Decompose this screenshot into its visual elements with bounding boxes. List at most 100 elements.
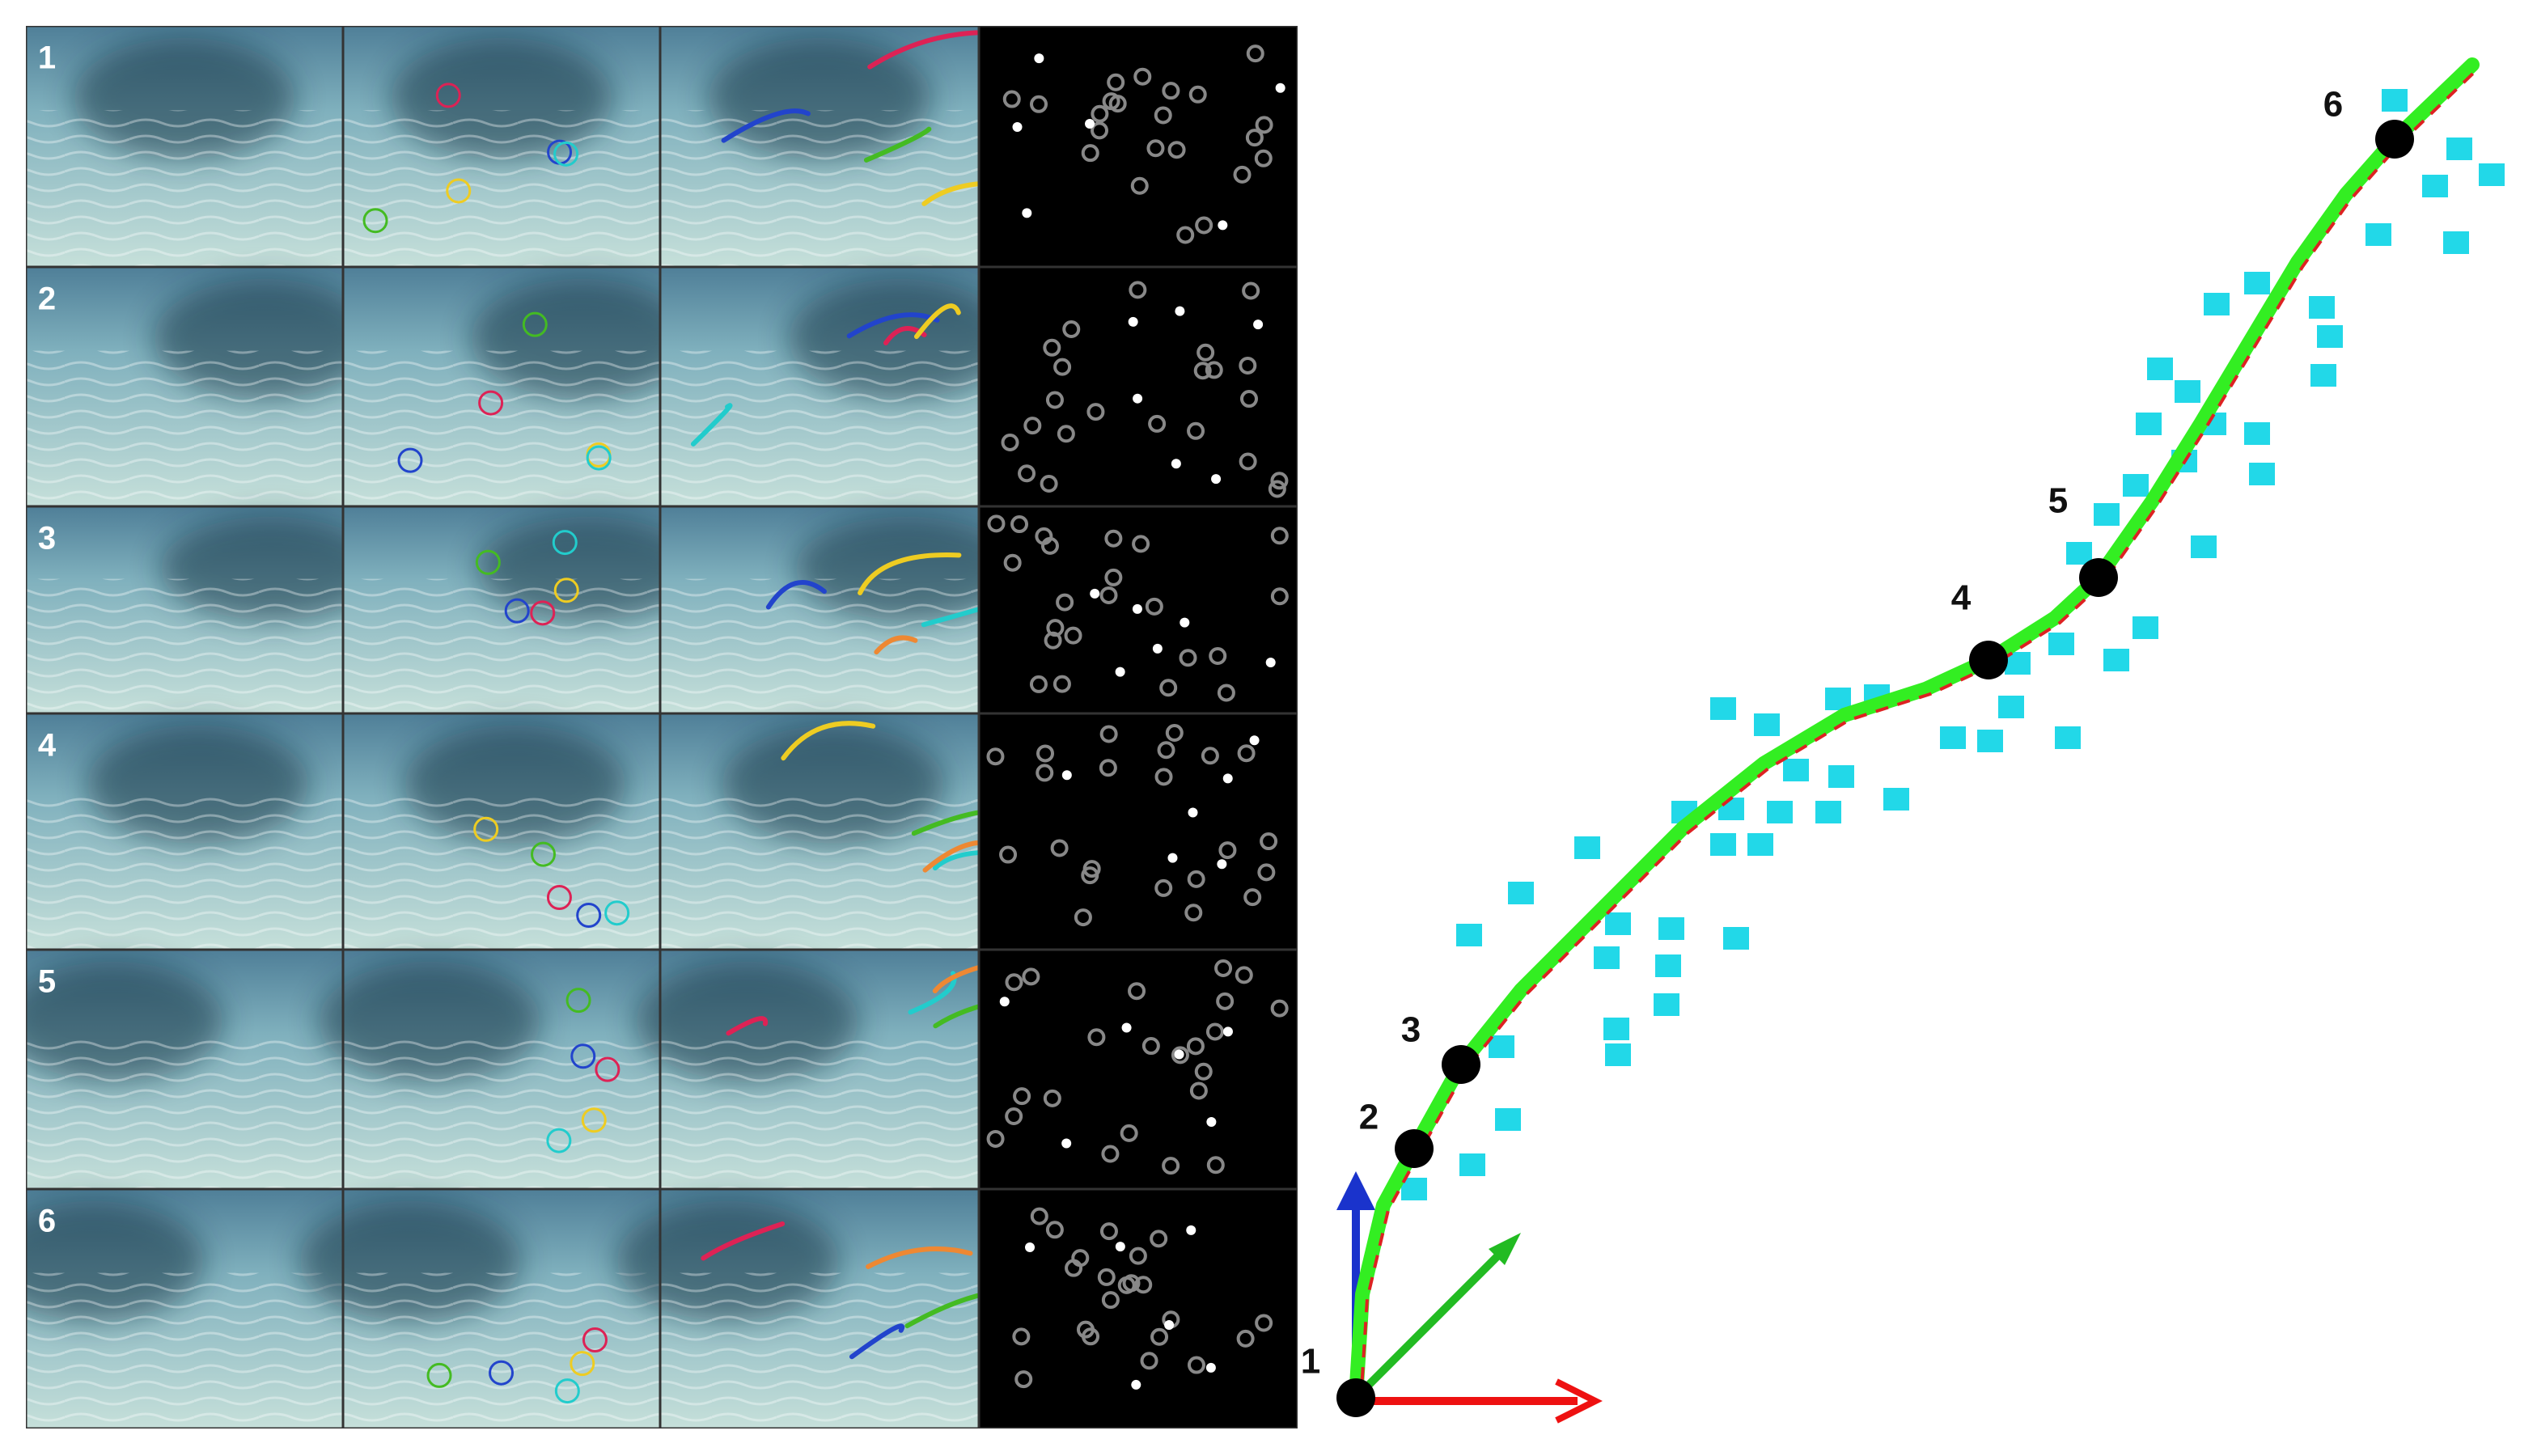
cell-border (977, 1187, 1298, 1428)
feature-point (1121, 1022, 1132, 1033)
feature-point (1180, 617, 1190, 628)
landmark (1747, 833, 1773, 856)
feature-point (1061, 1138, 1072, 1149)
feature-ring (1242, 281, 1260, 300)
feature-ring (1245, 129, 1264, 147)
feature-point (1115, 667, 1125, 677)
track (721, 108, 811, 143)
feature-ring (1150, 1327, 1169, 1346)
feature-ring (1162, 1157, 1180, 1175)
feature-ring (1150, 1230, 1168, 1248)
feature-ring (1099, 1222, 1118, 1241)
feature-point (1222, 1026, 1233, 1037)
feature-ring (1145, 597, 1163, 616)
feature-ring (1102, 92, 1120, 111)
feature-ring (1104, 529, 1123, 548)
feature-ring (1087, 1028, 1106, 1047)
landmark (2382, 89, 2408, 112)
track (863, 126, 932, 163)
feature-ring (1218, 841, 1237, 860)
landmark (2191, 535, 2217, 558)
z-arrow (1336, 1171, 1375, 1210)
feature-ring (1099, 759, 1117, 777)
landmark (1495, 1108, 1521, 1131)
landmark (2249, 463, 2275, 485)
feature-point (1061, 770, 1072, 781)
landmark (2175, 380, 2200, 403)
landmark (1977, 730, 2003, 752)
feature-ring (1050, 839, 1069, 857)
ground-truth-path (1359, 68, 2479, 1403)
feature-ring (1239, 452, 1257, 471)
waypoint (2079, 558, 2118, 597)
feature-ring (1206, 1156, 1225, 1175)
feature-ring (1046, 619, 1065, 637)
landmark (2365, 223, 2391, 246)
feature-point (1085, 118, 1095, 129)
row-label: 5 (38, 964, 56, 1000)
detection (586, 445, 612, 471)
track (874, 635, 918, 655)
track (726, 1016, 769, 1036)
landmark (1658, 917, 1684, 940)
feature-ring (999, 845, 1018, 864)
feature-ring (1141, 1037, 1160, 1056)
feature-point (1132, 603, 1142, 614)
track (849, 1323, 905, 1360)
detection (426, 1362, 452, 1388)
detection (604, 900, 630, 926)
feature-ring (1062, 320, 1081, 339)
landmark (1605, 912, 1631, 935)
sand-ripples (26, 796, 343, 950)
row-label: 2 (38, 281, 56, 317)
sand-ripples (660, 578, 979, 713)
feature-ring (1187, 870, 1205, 888)
sand-ripples (343, 578, 660, 713)
waypoint-label: 1 (1301, 1342, 1320, 1382)
detection (546, 885, 572, 911)
sand-ripples (660, 110, 979, 267)
feature-ring (1035, 527, 1053, 545)
sand-ripples (26, 1272, 343, 1428)
feature-point (1249, 735, 1260, 746)
feature-ring (1239, 356, 1257, 375)
waypoint (1336, 1378, 1375, 1417)
landmark (2443, 231, 2469, 254)
feature-point (1188, 807, 1198, 818)
detection (595, 1056, 620, 1082)
feature-ring (1171, 1046, 1189, 1064)
feature-ring (1268, 480, 1286, 498)
feature-point (1090, 588, 1100, 599)
feature-point (1174, 1049, 1184, 1060)
feature-point (1022, 208, 1032, 218)
detection (478, 390, 504, 416)
feature-ring (1057, 425, 1075, 443)
track (781, 721, 876, 761)
feature-ring (1134, 1276, 1153, 1294)
detection (504, 598, 530, 624)
landmark (1815, 801, 1841, 823)
row-label: 1 (38, 40, 56, 76)
feature-point (1211, 474, 1222, 485)
landmark (1998, 696, 2024, 718)
feature-point (1205, 1362, 1216, 1373)
detection (581, 1107, 607, 1133)
landmark (2422, 175, 2448, 197)
landmark (2244, 272, 2270, 294)
feature-ring (1036, 764, 1054, 782)
detection (570, 1043, 596, 1069)
estimated-path (1349, 57, 2480, 1405)
feature-ring (1205, 361, 1223, 379)
feature-ring (1018, 464, 1036, 483)
landmark (1654, 993, 1679, 1016)
feature-ring (1043, 338, 1061, 357)
feature-point (1265, 658, 1276, 668)
detection (397, 447, 423, 473)
x-arrow (1555, 1378, 1603, 1424)
track (846, 312, 940, 339)
feature-point (1164, 1319, 1175, 1330)
sand-ripples (26, 350, 343, 506)
landmark (2204, 293, 2230, 315)
feature-ring (1236, 1329, 1255, 1348)
detection (522, 311, 548, 337)
